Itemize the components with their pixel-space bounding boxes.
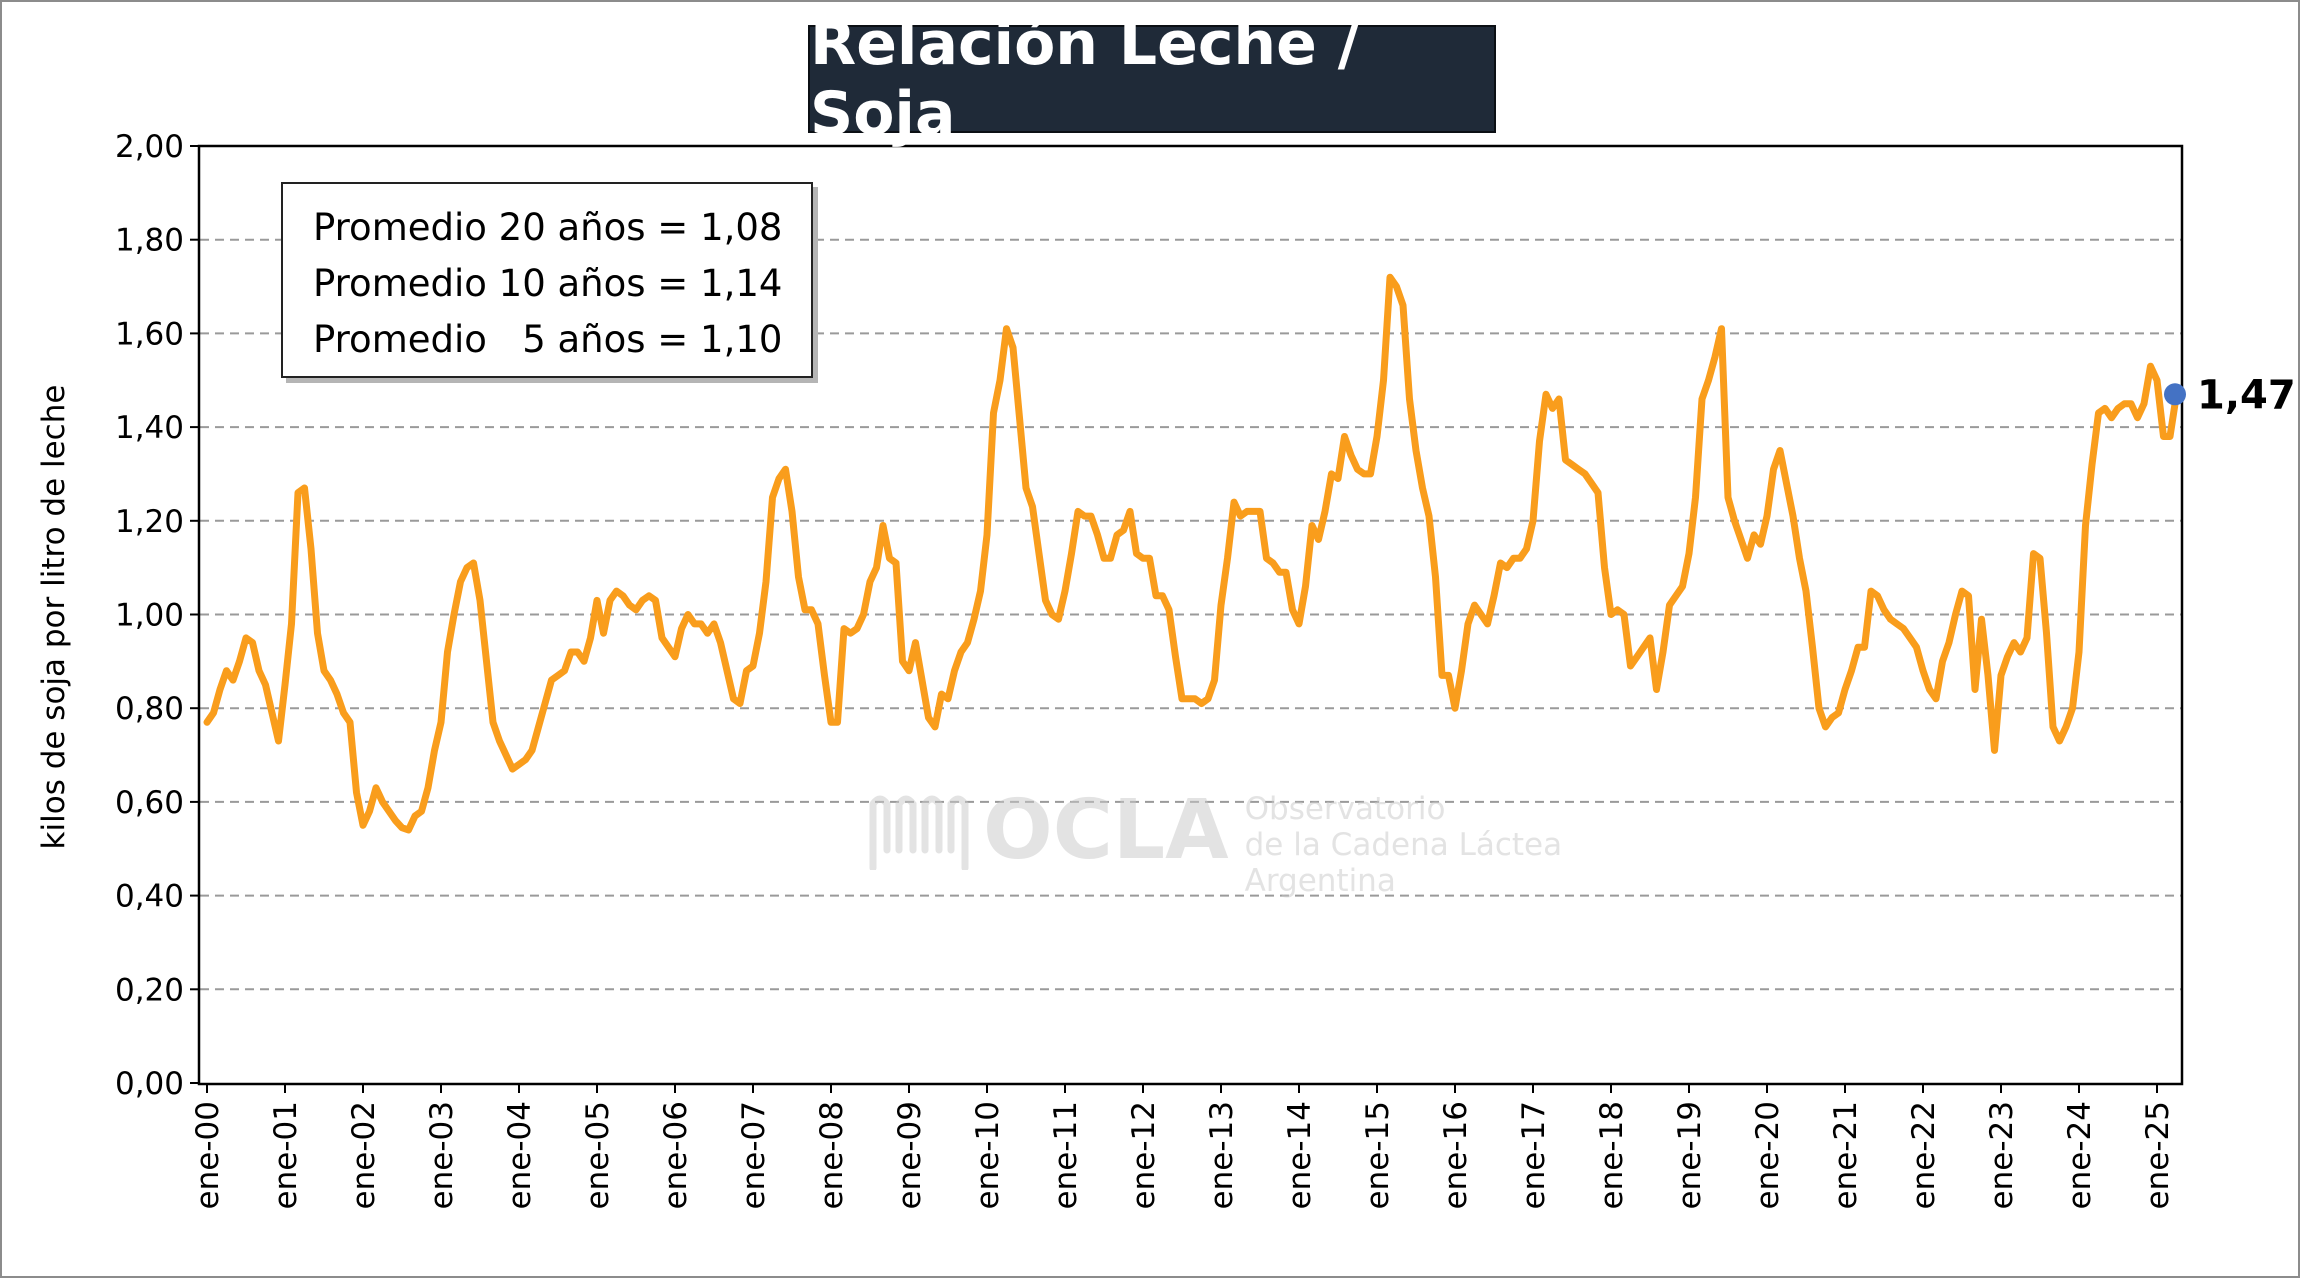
x-tick-label: ene-10: [970, 1101, 1006, 1209]
x-tick-label: ene-22: [1906, 1101, 1942, 1209]
watermark-line-3: Argentina: [1244, 863, 1396, 899]
y-tick-label: 0,80: [115, 691, 184, 727]
series-line-leche-soja: [203, 273, 2180, 834]
y-tick-label: 2,00: [115, 129, 184, 165]
watermark-line-2: de la Cadena Láctea: [1244, 827, 1563, 863]
y-tick-label: 1,00: [115, 598, 184, 634]
y-axis-label: kilos de soja por litro de leche: [36, 385, 72, 850]
y-tick-label: 1,20: [115, 504, 184, 540]
x-tick-label: ene-25: [2140, 1101, 2176, 1209]
y-axis-ticks: 0,00 0,20 0,40 0,60 0,80 1,00 1,20 1,40 1,60 1,80…: [115, 129, 200, 1102]
y-tick-label: 1,40: [115, 410, 184, 446]
y-tick-label: 0,40: [115, 879, 184, 915]
x-tick-label: ene-19: [1672, 1101, 1708, 1209]
x-tick-label: ene-04: [502, 1101, 538, 1209]
y-tick-label: 1,80: [115, 223, 184, 259]
last-value-label: 1,47: [2197, 372, 2296, 418]
ocla-logo-icon: [869, 795, 969, 870]
x-tick-label: ene-17: [1516, 1101, 1552, 1209]
x-tick-label: ene-15: [1360, 1101, 1396, 1209]
y-tick-label: 1,60: [115, 316, 184, 352]
x-tick-label: ene-12: [1126, 1101, 1162, 1209]
average-20-years: Promedio 20 años = 1,08: [313, 206, 783, 249]
x-tick-label: ene-11: [1048, 1101, 1084, 1209]
watermark-line-1: Observatorio: [1244, 791, 1446, 827]
x-tick-label: ene-01: [268, 1101, 304, 1209]
x-tick-label: ene-16: [1438, 1101, 1474, 1209]
ocla-watermark: OCLA Observatorio de la Cadena Láctea Ar…: [865, 790, 1562, 898]
x-tick-label: ene-05: [580, 1101, 616, 1209]
x-axis-ticks: ene-00 ene-01 ene-02 ene-03 ene-04 ene-05 ene-…: [190, 1083, 2176, 1209]
averages-box: Promedio 20 años = 1,08 Promedio 10 años…: [281, 182, 813, 378]
x-tick-label: ene-06: [658, 1101, 694, 1209]
average-10-years: Promedio 10 años = 1,14: [313, 262, 783, 305]
x-tick-label: ene-02: [346, 1101, 382, 1209]
x-tick-label: ene-00: [190, 1101, 226, 1209]
watermark-subtitle: Observatorio de la Cadena Láctea Argenti…: [1229, 790, 1563, 898]
x-tick-label: ene-14: [1282, 1101, 1318, 1209]
x-tick-label: ene-24: [2062, 1101, 2098, 1209]
y-tick-label: 0,60: [115, 785, 184, 821]
x-tick-label: ene-13: [1204, 1101, 1240, 1209]
x-tick-label: ene-21: [1828, 1101, 1864, 1209]
last-value-marker: [2164, 383, 2186, 406]
chart-title: Relación Leche / Soja: [808, 9, 1496, 149]
average-5-years: Promedio 5 años = 1,10: [313, 318, 783, 361]
y-tick-label: 0,00: [115, 1066, 184, 1102]
watermark-brand: OCLA: [983, 783, 1229, 878]
x-tick-label: ene-20: [1750, 1101, 1786, 1209]
x-tick-label: ene-09: [892, 1101, 928, 1209]
x-tick-label: ene-03: [424, 1101, 460, 1209]
x-tick-label: ene-18: [1594, 1101, 1630, 1209]
x-tick-label: ene-23: [1984, 1101, 2020, 1209]
x-tick-label: ene-07: [736, 1101, 772, 1209]
y-tick-label: 0,20: [115, 972, 184, 1008]
x-tick-label: ene-08: [814, 1101, 850, 1209]
